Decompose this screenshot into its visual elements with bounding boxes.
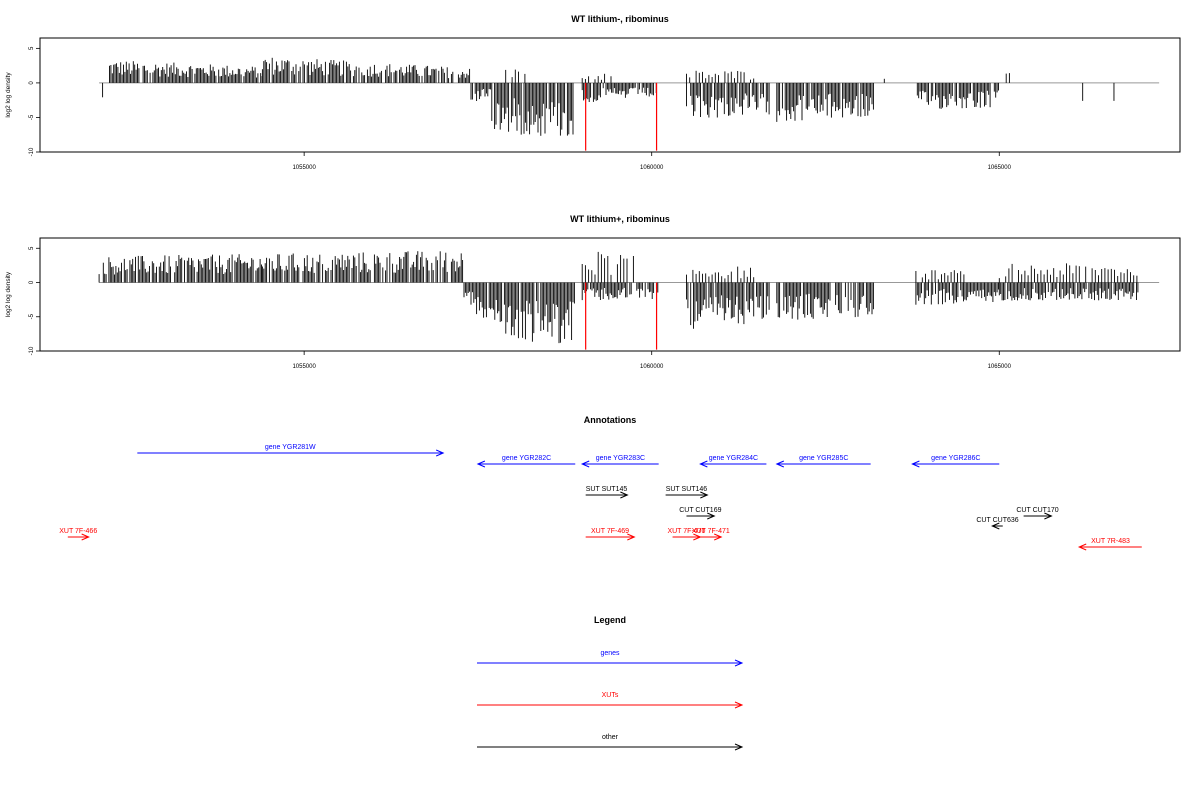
feature-label: XUT 7F-471 <box>692 528 730 535</box>
arrow-head-icon <box>81 533 90 541</box>
feature-label: gene YGR282C <box>502 455 551 462</box>
feature-label: XUT 7F-470 <box>667 528 705 535</box>
feature-label: CUT CUT636 <box>976 517 1018 524</box>
feature-annotation: XUT 7F-471 <box>692 528 730 541</box>
feature-label: SUT SUT145 <box>586 486 628 493</box>
y-tick-label: 0 <box>29 81 35 85</box>
feature-label: XUT 7R-483 <box>1091 538 1130 545</box>
legend-panel: Legend genes XUTs other <box>477 615 744 751</box>
feature-annotation: CUT CUT169 <box>679 507 722 520</box>
feature-annotation: gene YGR285C <box>775 455 871 468</box>
arrow-head-icon <box>699 460 708 468</box>
arrow-head-icon <box>476 460 486 468</box>
feature-label: gene YGR283C <box>596 455 645 462</box>
y-tick-label: -5 <box>29 313 35 319</box>
feature-label: CUT CUT170 <box>1016 507 1058 514</box>
arrow-head-icon <box>734 701 744 709</box>
density-bars <box>98 251 1139 344</box>
legend-item: XUTs <box>477 692 744 709</box>
arrow-head-icon <box>734 743 744 751</box>
annotations-panel: Annotations gene YGR281W gene YGR282C gene … <box>59 415 1142 551</box>
y-tick-label: -10 <box>29 346 35 355</box>
feature-annotation: SUT SUT146 <box>665 486 709 499</box>
arrow-head-icon <box>1077 543 1087 551</box>
arrow-head-icon <box>775 460 785 468</box>
panel-title: WT lithium+, ribominus <box>570 214 670 224</box>
plot-frame <box>39 37 1181 153</box>
y-axis-label: log2 log density <box>5 72 12 118</box>
track-panel-2: WT lithium+, ribominus 5 0 -5 -10 log2 log de… <box>5 214 1181 370</box>
x-tick-label: 1060000 <box>640 364 664 370</box>
y-tick-label: 5 <box>29 46 35 50</box>
plot-frame <box>39 237 1181 352</box>
feature-label: gene YGR284C <box>709 455 758 462</box>
feature-annotation: CUT CUT170 <box>1016 507 1059 520</box>
arrow-head-icon <box>1044 512 1053 520</box>
feature-annotation: XUT 7F-466 <box>59 528 97 541</box>
arrow-head-icon <box>700 491 709 499</box>
panel-title: WT lithium-, ribominus <box>571 14 669 24</box>
y-axis-label: log2 log density <box>5 271 12 317</box>
annotations-title: Annotations <box>584 415 637 425</box>
feature-annotation: gene YGR286C <box>911 455 1000 468</box>
y-tick-label: 5 <box>29 246 35 250</box>
legend-title: Legend <box>594 615 626 625</box>
x-tick-label: 1055000 <box>292 165 316 171</box>
density-bars <box>102 57 1115 136</box>
feature-label: XUT 7F-466 <box>59 528 97 535</box>
arrow-head-icon <box>707 512 716 520</box>
arrow-head-icon <box>714 533 723 541</box>
y-tick-label: 0 <box>29 280 35 284</box>
y-tick-label: -10 <box>29 147 35 156</box>
arrow-head-icon <box>620 491 629 499</box>
x-tick-label: 1055000 <box>292 364 316 370</box>
arrow-head-icon <box>580 460 590 468</box>
legend-item-label: other <box>602 734 619 741</box>
legend-item: genes <box>477 650 744 667</box>
feature-annotation: gene YGR284C <box>699 455 767 468</box>
feature-label: SUT SUT146 <box>666 486 708 493</box>
arrow-head-icon <box>911 460 920 468</box>
feature-label: gene YGR286C <box>931 455 980 462</box>
arrow-head-icon <box>627 533 636 541</box>
y-tick-label: -5 <box>29 114 35 120</box>
arrow-head-icon <box>734 659 744 667</box>
legend-item-label: XUTs <box>602 692 619 699</box>
feature-label: XUT 7F-469 <box>591 528 629 535</box>
feature-annotation: gene YGR282C <box>476 455 576 468</box>
legend-item: other <box>477 734 744 751</box>
legend-item-label: genes <box>600 650 620 657</box>
track-panel-1: WT lithium-, ribominus 5 0 -5 -10 log2 log de… <box>5 14 1181 171</box>
feature-label: gene YGR285C <box>799 455 848 462</box>
feature-annotation: SUT SUT145 <box>585 486 629 499</box>
arrow-head-icon <box>991 522 1000 530</box>
x-tick-label: 1065000 <box>988 364 1012 370</box>
arrow-head-icon <box>435 449 445 457</box>
feature-annotation: XUT 7R-483 <box>1077 538 1142 551</box>
x-tick-label: 1060000 <box>640 165 664 171</box>
feature-annotation: gene YGR281W <box>137 444 445 457</box>
feature-annotation: CUT CUT636 <box>976 517 1019 530</box>
feature-label: CUT CUT169 <box>679 507 721 514</box>
x-tick-label: 1065000 <box>988 165 1012 171</box>
feature-label: gene YGR281W <box>265 444 316 451</box>
feature-annotation: XUT 7F-469 <box>585 528 636 541</box>
feature-annotation: gene YGR283C <box>580 455 659 468</box>
